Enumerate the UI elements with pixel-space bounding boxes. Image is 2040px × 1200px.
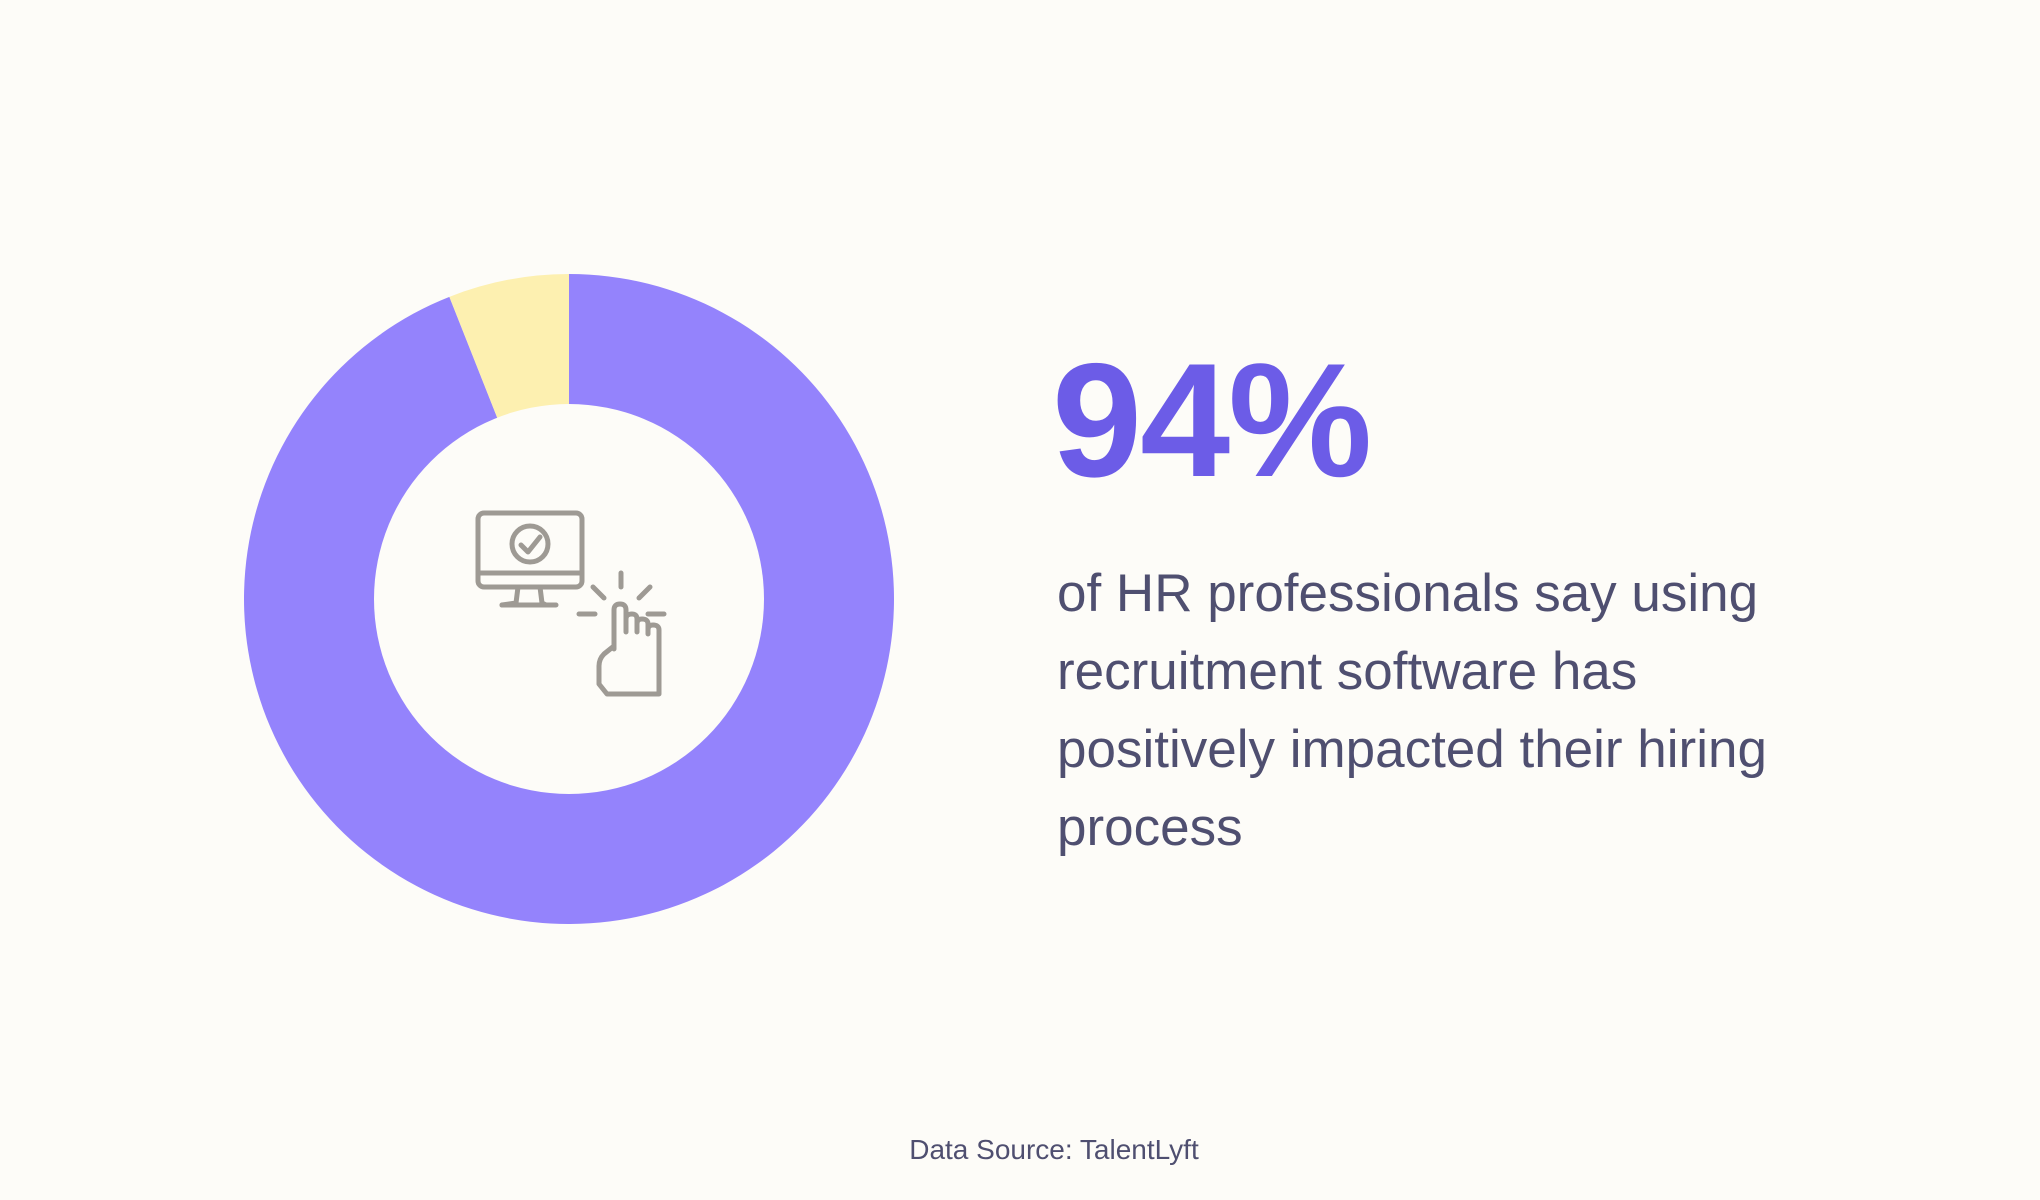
data-source: Data Source: TalentLyft xyxy=(909,1134,1199,1165)
donut-hole xyxy=(374,404,764,794)
stat-description: of HR professionals say using recruitmen… xyxy=(1057,564,1767,857)
headline-percentage: 94% xyxy=(1052,330,1372,511)
donut-chart xyxy=(244,274,894,924)
computer-click-icon xyxy=(475,510,667,697)
